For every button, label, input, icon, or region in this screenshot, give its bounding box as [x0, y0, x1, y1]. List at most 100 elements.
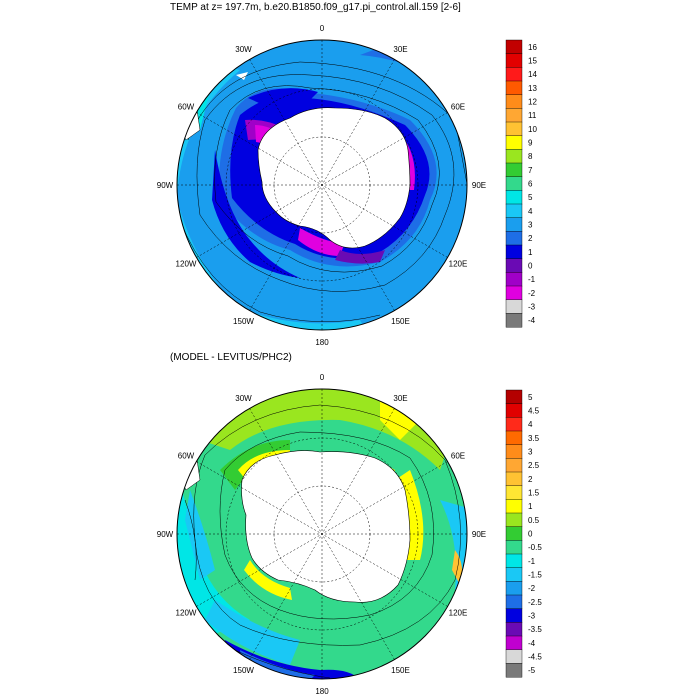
- colorbar-swatch: [505, 526, 523, 541]
- colorbar-label: -1.5: [528, 571, 542, 580]
- colorbar-label: 15: [528, 57, 537, 66]
- colorbar-label: 3.5: [528, 434, 540, 443]
- colorbar-label: -3: [528, 303, 536, 312]
- colorbar-swatch: [505, 135, 523, 150]
- map2: 0 30E 60E 90E 120E 150E 180 150W 120W 90W 60W 30W 5…: [157, 373, 543, 696]
- colorbar-swatch: [505, 444, 523, 459]
- colorbar-swatch: [505, 149, 523, 164]
- colorbar-label: -2.5: [528, 598, 542, 607]
- colorbar-swatch: [505, 403, 523, 418]
- lon-label-150W: 150W: [233, 317, 254, 326]
- map2-field: [177, 389, 467, 679]
- lon-label-180: 180: [315, 338, 329, 347]
- colorbar-label: 16: [528, 43, 537, 52]
- colorbar-label: -4: [528, 639, 536, 648]
- colorbar-swatch: [505, 608, 523, 623]
- map2-colorbar: 5 4.5 4 3.5 3 2.5 2 1.5 1 0.5 0 -0.5 -1 -1.5 -2 -2.5 -3 -…: [505, 389, 542, 678]
- colorbar-label: -3: [528, 612, 536, 621]
- map2-title: (MODEL - LEVITUS/PHC2): [170, 352, 292, 363]
- colorbar-label: 14: [528, 70, 537, 79]
- map1-longitude-labels: 0 30E 60E 90E 120E 150E 180 150W 120W 90W 60W 30W: [157, 24, 486, 347]
- map1-title: TEMP at z= 197.7m, b.e20.B1850.f09_g17.p…: [170, 2, 461, 13]
- colorbar-swatch: [505, 313, 523, 328]
- colorbar-swatch: [505, 649, 523, 664]
- colorbar-label: 0: [528, 262, 533, 271]
- lon-label-120E: 120E: [449, 260, 468, 269]
- colorbar-label: 3: [528, 448, 533, 457]
- map1-graticule: [177, 40, 467, 330]
- colorbar-swatch: [505, 663, 523, 678]
- lon-label-60E: 60E: [451, 103, 465, 112]
- colorbar-swatch: [505, 258, 523, 273]
- colorbar-swatch: [505, 80, 523, 96]
- colorbar-swatch: [505, 512, 523, 528]
- colorbar-label: 12: [528, 98, 537, 107]
- colorbar-swatch: [505, 430, 523, 446]
- colorbar-swatch: [505, 553, 523, 569]
- map2-border: [176, 388, 468, 680]
- colorbar-label: -2: [528, 584, 536, 593]
- colorbar-label: 4: [528, 207, 533, 216]
- colorbar-swatch: [505, 53, 523, 68]
- colorbar-swatch: [505, 417, 523, 432]
- lon-label-180: 180: [315, 687, 329, 696]
- map1-field: [177, 40, 467, 330]
- colorbar-label: 4: [528, 420, 533, 429]
- colorbar-swatch: [505, 458, 523, 473]
- colorbar-swatch: [505, 499, 523, 514]
- colorbar-label: 3: [528, 221, 533, 230]
- colorbar-swatch: [505, 162, 523, 178]
- lon-label-120W: 120W: [176, 609, 197, 618]
- colorbar-label: 1: [528, 502, 533, 511]
- colorbar-swatch: [505, 67, 523, 82]
- colorbar-swatch: [505, 272, 523, 287]
- lon-label-0: 0: [320, 373, 325, 382]
- colorbar-swatch: [505, 231, 523, 246]
- colorbar-label: 6: [528, 180, 533, 189]
- colorbar-label: 0.5: [528, 516, 540, 525]
- map1-border: [176, 39, 468, 331]
- lon-label-30W: 30W: [235, 394, 252, 403]
- lon-label-30E: 30E: [393, 394, 407, 403]
- colorbar-label: 1.5: [528, 489, 540, 498]
- colorbar-label: -4.5: [528, 653, 542, 662]
- colorbar-swatch: [505, 635, 523, 651]
- colorbar-label: 8: [528, 152, 533, 161]
- colorbar-swatch: [505, 471, 523, 487]
- lon-label-30W: 30W: [235, 45, 252, 54]
- colorbar-label: 9: [528, 139, 533, 148]
- lon-label-120W: 120W: [176, 260, 197, 269]
- lon-label-90W: 90W: [157, 181, 174, 190]
- colorbar-swatch: [505, 299, 523, 314]
- colorbar-swatch: [505, 39, 523, 55]
- lon-label-150W: 150W: [233, 666, 254, 675]
- map2-graticule: [177, 389, 467, 679]
- colorbar-swatch: [505, 485, 523, 500]
- colorbar-swatch: [505, 244, 523, 260]
- colorbar-swatch: [505, 389, 523, 405]
- lon-label-120E: 120E: [449, 609, 468, 618]
- colorbar-swatch: [505, 108, 523, 123]
- colorbar-swatch: [505, 285, 523, 301]
- colorbar-label: -2: [528, 289, 536, 298]
- colorbar-swatch: [505, 567, 523, 582]
- colorbar-swatch: [505, 94, 523, 109]
- colorbar-label: 2.5: [528, 461, 540, 470]
- lon-label-0: 0: [320, 24, 325, 33]
- lon-label-60W: 60W: [178, 452, 195, 461]
- colorbar-swatch: [505, 190, 523, 205]
- colorbar-label: 13: [528, 84, 537, 93]
- lon-label-90E: 90E: [472, 530, 486, 539]
- colorbar-label: 1: [528, 248, 533, 257]
- lon-label-60E: 60E: [451, 452, 465, 461]
- colorbar-label: -3.5: [528, 625, 542, 634]
- colorbar-label: 2: [528, 234, 533, 243]
- lon-label-150E: 150E: [391, 666, 410, 675]
- colorbar-swatch: [505, 203, 523, 219]
- colorbar-label: -1: [528, 557, 536, 566]
- colorbar-label: -1: [528, 275, 536, 284]
- colorbar-label: -4: [528, 316, 536, 325]
- colorbar-label: -5: [528, 666, 536, 675]
